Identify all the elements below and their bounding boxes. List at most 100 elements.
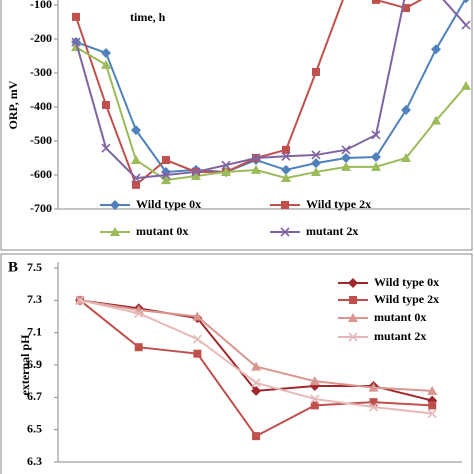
legend-label: Wild type 0x	[136, 197, 201, 211]
marker	[311, 158, 321, 169]
marker	[72, 12, 80, 21]
marker	[431, 115, 441, 125]
marker	[371, 130, 381, 140]
panel-b-frame	[0, 253, 473, 474]
marker	[341, 145, 351, 155]
marker	[428, 401, 437, 410]
marker	[131, 125, 141, 136]
series-line	[75, 0, 467, 180]
marker	[162, 156, 170, 165]
panel-a-frame	[0, 0, 473, 251]
marker	[280, 227, 290, 237]
legend-marker	[348, 278, 358, 288]
series-line	[75, 0, 467, 173]
marker	[134, 308, 144, 318]
marker	[161, 175, 171, 185]
marker	[369, 398, 378, 407]
marker	[401, 153, 411, 162]
legend-label: Wild type 2x	[374, 292, 439, 306]
marker	[192, 334, 202, 344]
marker	[252, 432, 261, 441]
legend-marker	[349, 296, 357, 304]
marker	[427, 408, 437, 419]
legend-label: mutant 0x	[136, 224, 188, 238]
marker	[71, 37, 81, 47]
y-tick-label: -200	[30, 31, 52, 45]
marker	[192, 311, 203, 321]
marker	[372, 0, 380, 4]
legend-label: Wild type 2x	[306, 197, 371, 211]
y-tick-label: 6.7	[27, 389, 42, 403]
marker	[75, 295, 85, 305]
plot-area	[75, 295, 438, 441]
y-tick-label: -100	[30, 0, 52, 11]
marker	[341, 161, 351, 171]
marker	[132, 180, 140, 189]
marker	[251, 153, 261, 163]
marker	[309, 376, 320, 386]
y-tick-label: -400	[30, 99, 52, 113]
marker	[462, 0, 470, 4]
y-tick-label: -600	[30, 167, 52, 181]
marker	[401, 105, 411, 116]
legend-label: mutant 2x	[374, 329, 426, 343]
y-tick-label: -300	[30, 65, 52, 79]
marker	[348, 332, 358, 342]
marker	[312, 67, 320, 76]
marker	[221, 166, 231, 176]
y-axis-label: external pH	[18, 334, 32, 396]
legend-marker	[281, 201, 289, 209]
marker	[221, 160, 231, 170]
marker	[131, 173, 141, 183]
marker	[191, 167, 201, 177]
marker	[311, 166, 321, 176]
marker	[101, 47, 111, 58]
marker	[281, 201, 289, 209]
marker	[427, 385, 438, 395]
y-tick-label: 6.3	[27, 454, 42, 468]
marker	[368, 402, 379, 412]
y-tick-label: 7.5	[27, 260, 42, 274]
marker	[461, 20, 471, 30]
panel-label: B	[8, 259, 18, 275]
y-tick-label: 6.5	[27, 421, 42, 435]
y-tick-label: -700	[30, 201, 52, 215]
marker	[341, 153, 351, 163]
marker	[282, 145, 290, 154]
legend-label: Wild type 0x	[374, 275, 439, 289]
marker	[348, 313, 358, 322]
marker	[310, 394, 320, 404]
marker	[102, 100, 110, 109]
marker	[131, 155, 141, 165]
annotation: time, h	[130, 10, 166, 24]
marker	[310, 401, 319, 410]
marker	[101, 143, 111, 153]
marker	[134, 343, 143, 352]
marker	[281, 151, 291, 161]
y-tick-label: 6.9	[27, 357, 42, 371]
marker	[371, 151, 381, 162]
marker	[371, 161, 381, 171]
plot-area	[71, 0, 471, 189]
legend-marker	[110, 200, 120, 210]
marker	[161, 170, 171, 180]
y-tick-label: -500	[30, 133, 52, 147]
legend-marker	[280, 227, 290, 237]
y-tick-label: 7.3	[27, 292, 42, 306]
marker	[349, 296, 357, 304]
legend-marker	[348, 332, 358, 342]
marker	[348, 278, 358, 288]
legend-label: mutant 0x	[374, 310, 426, 324]
marker	[311, 150, 321, 160]
marker	[191, 171, 201, 181]
marker	[251, 385, 262, 396]
marker	[281, 173, 291, 183]
marker	[193, 349, 202, 358]
marker	[281, 164, 291, 175]
marker	[110, 227, 120, 236]
legend-marker	[110, 227, 120, 236]
marker	[110, 200, 120, 210]
marker	[431, 44, 441, 55]
marker	[251, 378, 261, 388]
legend-marker	[348, 313, 358, 322]
